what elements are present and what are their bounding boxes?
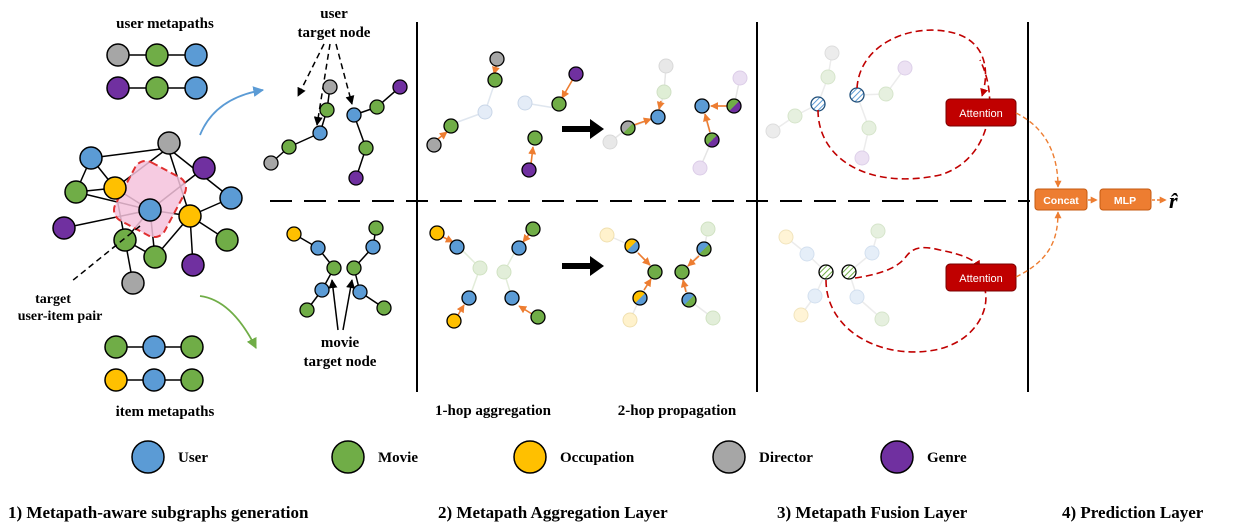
mlp-box bbox=[1099, 188, 1152, 211]
section-title-3: 3) Metapath Fusion Layer bbox=[777, 503, 968, 522]
section-title-2: 2) Metapath Aggregation Layer bbox=[438, 503, 668, 522]
section-title-4: 4) Prediction Layer bbox=[1062, 503, 1204, 522]
node-occupation bbox=[178, 204, 202, 228]
attention-box-top bbox=[945, 98, 1017, 127]
node-occupation bbox=[103, 176, 127, 200]
node-user bbox=[142, 335, 166, 359]
r-hat-output: r̂ bbox=[1169, 188, 1179, 213]
legend-occupation-swatch bbox=[513, 440, 547, 474]
node-user bbox=[79, 146, 103, 170]
legend-genre-label: Genre bbox=[927, 450, 967, 466]
node-user bbox=[142, 368, 166, 392]
heterogeneous-graph bbox=[52, 131, 243, 295]
target-pair-label-2: user-item pair bbox=[18, 309, 103, 324]
aggregation-section: 1-hop aggregation 2-hop propagation bbox=[426, 51, 748, 419]
node-user-target bbox=[138, 198, 162, 222]
section-title-1: 1) Metapath-aware subgraphs generation bbox=[8, 503, 309, 522]
one-hop-label: 1-hop aggregation bbox=[435, 403, 552, 419]
movie-subgraph: movie target node bbox=[286, 220, 392, 370]
node-movie bbox=[180, 368, 204, 392]
node-movie bbox=[143, 245, 167, 269]
legend-user-swatch bbox=[131, 440, 165, 474]
attention-box-bottom bbox=[945, 263, 1017, 292]
concat-label: Concat bbox=[1043, 195, 1079, 207]
two-hop-label: 2-hop propagation bbox=[618, 403, 737, 419]
metapath-subgraph-section: user metapaths bbox=[18, 6, 408, 420]
top-one-hop-graph bbox=[426, 51, 584, 178]
concat-box bbox=[1034, 188, 1088, 211]
movie-target-label-1: movie bbox=[321, 335, 360, 351]
attention-label-top: Attention bbox=[959, 108, 1002, 120]
node-movie bbox=[180, 335, 204, 359]
node-movie bbox=[64, 180, 88, 204]
node-genre bbox=[52, 216, 76, 240]
node-movie bbox=[104, 335, 128, 359]
section-dividers bbox=[270, 22, 1030, 392]
pair-pointer bbox=[71, 225, 141, 282]
mlp-label: MLP bbox=[1114, 195, 1136, 207]
fusion-section: Attention Attention bbox=[765, 29, 1017, 353]
top-two-hop-graph bbox=[602, 58, 748, 176]
node-movie bbox=[145, 76, 169, 100]
node-user bbox=[184, 76, 208, 100]
node-user bbox=[219, 186, 243, 210]
node-movie bbox=[215, 228, 239, 252]
node-director bbox=[157, 131, 181, 155]
legend-movie-swatch bbox=[331, 440, 365, 474]
legend-user-label: User bbox=[178, 450, 208, 466]
node-occupation bbox=[104, 368, 128, 392]
legend-occupation-label: Occupation bbox=[560, 450, 635, 466]
legend-movie-label: Movie bbox=[378, 450, 418, 466]
node-movie-target bbox=[113, 228, 137, 252]
movie-target-label-2: target node bbox=[304, 354, 377, 370]
bottom-one-hop-graph bbox=[429, 221, 546, 329]
user-metapath-rows bbox=[106, 43, 208, 100]
node-director bbox=[106, 43, 130, 67]
node-director bbox=[121, 271, 145, 295]
node-genre bbox=[106, 76, 130, 100]
bottom-two-hop-graph bbox=[599, 221, 721, 328]
user-branch-arrow bbox=[199, 86, 265, 136]
section-titles: 1) Metapath-aware subgraphs generation 2… bbox=[8, 503, 1204, 522]
legend-genre-swatch bbox=[880, 440, 914, 474]
item-metapaths-label: item metapaths bbox=[116, 404, 215, 420]
user-target-label-2: target node bbox=[298, 25, 371, 41]
attention-label-bottom: Attention bbox=[959, 273, 1002, 285]
item-branch-arrow bbox=[199, 295, 257, 349]
target-pair-label-1: target bbox=[35, 292, 71, 307]
user-subgraph: user target node bbox=[263, 6, 408, 186]
prediction-section: Concat MLP r̂ bbox=[1015, 112, 1179, 278]
item-metapath-rows bbox=[104, 335, 204, 392]
user-metapaths-label: user metapaths bbox=[116, 16, 214, 32]
top-big-arrow bbox=[562, 119, 604, 139]
node-genre bbox=[192, 156, 216, 180]
user-target-label-1: user bbox=[320, 6, 348, 22]
node-genre bbox=[181, 253, 205, 277]
legend-director-swatch bbox=[712, 440, 746, 474]
legend-director-label: Director bbox=[759, 450, 813, 466]
node-movie bbox=[145, 43, 169, 67]
node-user bbox=[184, 43, 208, 67]
legend: User Movie Occupation Director Genre bbox=[131, 440, 967, 474]
bottom-big-arrow bbox=[562, 256, 604, 276]
